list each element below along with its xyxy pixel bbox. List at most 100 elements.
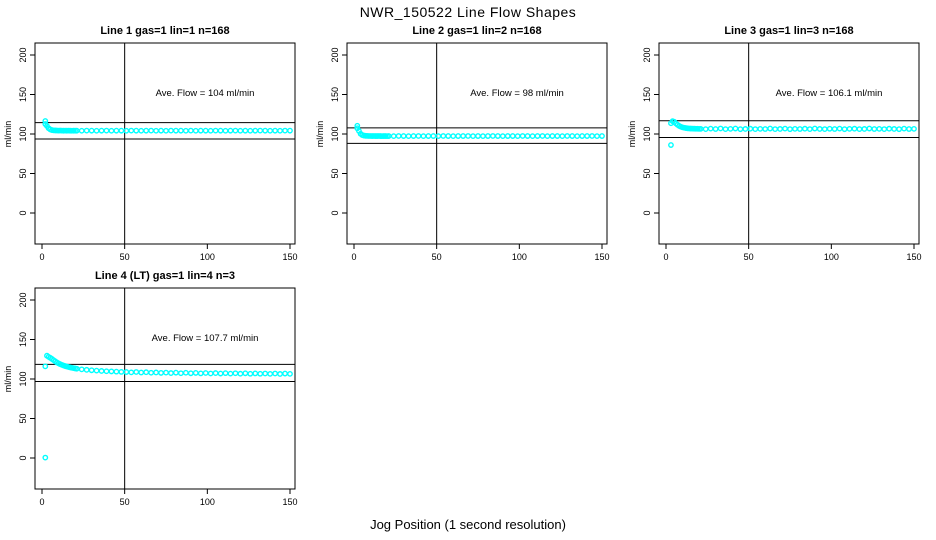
y-tick-label: 0 xyxy=(18,210,28,215)
data-point xyxy=(861,126,868,132)
y-tick-label: 150 xyxy=(330,87,340,102)
data-point xyxy=(138,369,145,376)
data-point xyxy=(460,133,467,139)
data-point xyxy=(222,370,229,377)
ave-flow-annotation: Ave. Flow = 104 ml/min xyxy=(156,88,255,99)
data-point xyxy=(133,127,140,134)
data-point xyxy=(197,127,204,134)
data-point xyxy=(153,127,159,134)
y-axis-label: ml/min xyxy=(627,121,637,148)
x-tick-label: 150 xyxy=(906,252,921,262)
data-point xyxy=(787,126,793,133)
y-tick-label: 200 xyxy=(18,292,28,307)
data-point xyxy=(168,370,174,376)
data-point xyxy=(485,133,491,139)
y-tick-label: 0 xyxy=(642,210,652,215)
panel-title: Line 4 (LT) gas=1 lin=4 n=3 xyxy=(95,270,235,282)
data-point xyxy=(123,369,130,375)
data-point xyxy=(816,126,823,132)
data-point xyxy=(425,133,432,139)
data-point xyxy=(237,127,244,134)
y-tick-label: 50 xyxy=(18,413,28,423)
data-point xyxy=(554,133,561,139)
data-point xyxy=(277,127,283,134)
data-point xyxy=(88,367,95,374)
data-point xyxy=(163,127,169,134)
data-point xyxy=(757,125,764,132)
data-point xyxy=(257,370,264,377)
data-point xyxy=(841,126,848,133)
data-point xyxy=(182,369,189,376)
x-tick-label: 100 xyxy=(824,252,839,262)
data-point xyxy=(574,133,581,140)
data-point xyxy=(287,370,293,377)
data-point xyxy=(722,126,729,133)
data-point xyxy=(559,133,566,140)
data-point xyxy=(252,127,259,134)
data-point xyxy=(192,370,199,376)
data-point xyxy=(252,370,259,377)
data-point xyxy=(227,370,234,377)
data-point xyxy=(415,133,422,139)
data-point xyxy=(569,133,576,139)
data-point xyxy=(772,126,779,133)
data-point xyxy=(217,127,224,134)
ave-flow-annotation: Ave. Flow = 98 ml/min xyxy=(470,88,564,99)
data-point xyxy=(400,133,407,139)
y-tick-label: 50 xyxy=(18,168,28,178)
y-tick-label: 200 xyxy=(18,47,28,62)
data-point xyxy=(217,370,224,377)
data-point xyxy=(668,142,674,148)
panel-line-4: Line 4 (LT) gas=1 lin=4 n=3 0 50 100 150 0 50 1… xyxy=(0,265,312,515)
data-point xyxy=(138,127,145,134)
plot-area-line-4: Line 4 (LT) gas=1 lin=4 n=3 0 50 100 150 0 50 1… xyxy=(3,270,298,507)
x-tick-label: 100 xyxy=(512,252,527,262)
data-point xyxy=(242,127,249,134)
data-point xyxy=(93,127,100,134)
data-point xyxy=(826,125,833,132)
data-point xyxy=(103,368,110,375)
data-point xyxy=(187,127,194,134)
y-axis-label: ml/min xyxy=(315,121,325,148)
plot-box xyxy=(658,42,920,245)
y-tick-label: 0 xyxy=(330,210,340,215)
data-point xyxy=(901,125,907,132)
data-point xyxy=(354,122,361,129)
data-point xyxy=(851,125,858,132)
data-point xyxy=(148,369,155,376)
data-point xyxy=(911,125,917,132)
x-tick-label: 0 xyxy=(39,497,44,507)
data-point xyxy=(282,127,288,134)
data-point xyxy=(103,127,110,134)
data-point xyxy=(247,370,254,377)
data-point xyxy=(232,370,239,377)
data-point xyxy=(257,127,264,134)
data-point xyxy=(539,133,546,139)
x-tick-label: 50 xyxy=(744,252,754,262)
data-point xyxy=(158,127,164,134)
panel-title: Line 2 gas=1 lin=2 n=168 xyxy=(412,25,541,37)
data-point xyxy=(98,368,105,374)
data-point xyxy=(212,127,219,134)
y-tick-label: 150 xyxy=(18,87,28,102)
data-point xyxy=(262,370,269,377)
data-point xyxy=(742,126,749,132)
data-point xyxy=(192,127,199,134)
data-point xyxy=(88,127,95,134)
data-point xyxy=(797,126,803,132)
ave-flow-annotation: Ave. Flow = 106.1 ml/min xyxy=(776,88,883,99)
data-point xyxy=(876,125,883,132)
data-point xyxy=(98,127,105,134)
data-point xyxy=(143,369,150,376)
data-point xyxy=(113,368,120,375)
data-point xyxy=(430,133,437,139)
data-point xyxy=(811,125,818,132)
panel-line-3: Line 3 gas=1 lin=3 n=168 0 50 100 150 0 50 100 1… xyxy=(624,20,936,270)
y-axis-label: ml/min xyxy=(3,121,13,148)
data-point xyxy=(202,127,209,134)
x-tick-label: 50 xyxy=(120,497,130,507)
data-point xyxy=(564,133,571,139)
data-point xyxy=(42,363,49,370)
data-point xyxy=(494,133,501,139)
